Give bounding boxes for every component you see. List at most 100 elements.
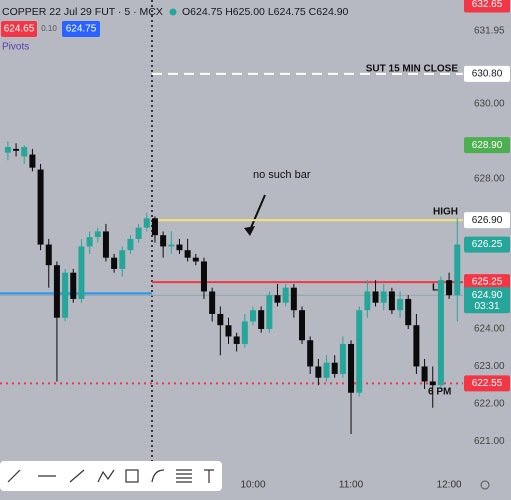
candle-body <box>258 310 265 329</box>
candle-body <box>29 154 36 168</box>
candle-body <box>372 291 379 303</box>
x-tick-label: 12:00 <box>437 480 462 491</box>
price-marker <box>464 236 510 253</box>
candle-body <box>331 362 338 374</box>
y-tick-label: 623.00 <box>474 361 505 372</box>
price-marker-label: 624.90 <box>472 290 503 301</box>
candle-body <box>102 231 109 258</box>
price-marker <box>464 212 510 229</box>
annotation: SUT 15 MIN CLOSE <box>366 64 459 75</box>
candle-body <box>45 244 52 266</box>
y-tick-label: 628.00 <box>474 174 505 185</box>
candle-body <box>421 366 428 382</box>
annotation: HIGH <box>433 207 458 218</box>
price-marker-label: 626.25 <box>472 239 503 250</box>
price-marker <box>464 274 510 291</box>
candle-body <box>233 336 240 344</box>
candle-body <box>225 325 232 337</box>
price-marker <box>464 0 510 13</box>
price-marker-label: 630.80 <box>472 69 503 80</box>
candle-body <box>397 298 404 311</box>
candle-body <box>290 287 297 311</box>
y-tick-label: 622.00 <box>474 399 505 410</box>
candle-body <box>413 325 420 367</box>
y-tick-label: 624.00 <box>474 324 505 335</box>
candle-body <box>200 261 207 292</box>
candle-body <box>299 310 306 341</box>
curve-tool[interactable] <box>151 469 165 483</box>
candle-body <box>380 291 387 303</box>
price-marker <box>464 375 510 392</box>
text-tool[interactable] <box>204 469 214 483</box>
annotation: L <box>432 283 438 294</box>
toolbar-bg <box>0 461 222 491</box>
candle-body <box>388 291 395 311</box>
candle-body <box>282 287 289 303</box>
x-tick-label: 10:00 <box>240 480 265 491</box>
fib-tool[interactable] <box>176 469 192 483</box>
candle-body <box>429 381 436 386</box>
candle-body <box>339 343 346 374</box>
price-marker-label: 628.90 <box>472 140 503 151</box>
candle-body <box>4 147 11 153</box>
candle-body <box>274 295 281 303</box>
candle-body <box>266 295 273 329</box>
candle-body <box>323 362 330 378</box>
price-marker <box>464 287 510 314</box>
candle-body <box>209 291 216 314</box>
candle-body <box>127 238 134 251</box>
sell-button[interactable] <box>1 21 37 37</box>
y-tick-label: 630.00 <box>474 99 505 110</box>
candle-body <box>70 272 77 299</box>
candle-body <box>454 244 461 296</box>
candle-body <box>217 313 224 326</box>
candle-body <box>405 298 412 326</box>
arrow-head <box>244 226 255 236</box>
buy-button[interactable] <box>62 21 100 37</box>
x-tick-label: 11:00 <box>339 480 364 491</box>
candle-body <box>78 246 85 299</box>
candle-body <box>111 257 118 269</box>
buy-price[interactable]: 624.75 <box>66 24 97 35</box>
spread: 0.10 <box>41 24 57 33</box>
sell-price[interactable]: 624.65 <box>4 24 35 35</box>
candle-body <box>151 218 158 236</box>
indicator-label[interactable]: Pivots <box>2 42 29 53</box>
candle-body <box>192 257 199 262</box>
arrow-tool[interactable] <box>69 469 85 483</box>
candle-body <box>135 227 142 239</box>
candle-body <box>184 250 191 258</box>
symbol-title: COPPER 22 Jul 29 FUT · 5 · MCX <box>2 6 163 18</box>
candle-body <box>446 280 453 296</box>
price-marker-countdown: 03:31 <box>474 301 499 312</box>
price-marker <box>464 65 510 82</box>
candle-body <box>307 340 314 367</box>
price-marker-label: 626.90 <box>472 215 503 226</box>
candle-body <box>119 250 126 269</box>
annotation: no such bar <box>253 169 311 181</box>
y-tick-label: 621.00 <box>474 436 505 447</box>
candle-body <box>437 280 444 386</box>
candle-body <box>143 218 150 228</box>
rect-tool[interactable] <box>125 469 139 483</box>
candle-body <box>348 343 355 393</box>
trend-line-tool[interactable] <box>7 469 21 483</box>
price-marker-label: 622.55 <box>472 378 503 389</box>
price-marker <box>464 137 510 154</box>
candle-body <box>53 265 60 318</box>
settings-icon[interactable] <box>480 480 490 490</box>
arrow-shaft <box>249 194 266 231</box>
status-dot <box>169 8 177 16</box>
path-tool[interactable] <box>97 469 115 483</box>
price-marker-label: 625.25 <box>472 277 503 288</box>
candle-body <box>176 244 183 251</box>
candle-body <box>241 321 248 344</box>
candle-body <box>315 366 322 378</box>
candle-body <box>356 310 363 393</box>
candle-body <box>13 148 20 151</box>
candle-body <box>37 169 44 245</box>
price-marker-label: 632.65 <box>472 0 503 10</box>
annotation: 6 PM <box>428 387 451 398</box>
